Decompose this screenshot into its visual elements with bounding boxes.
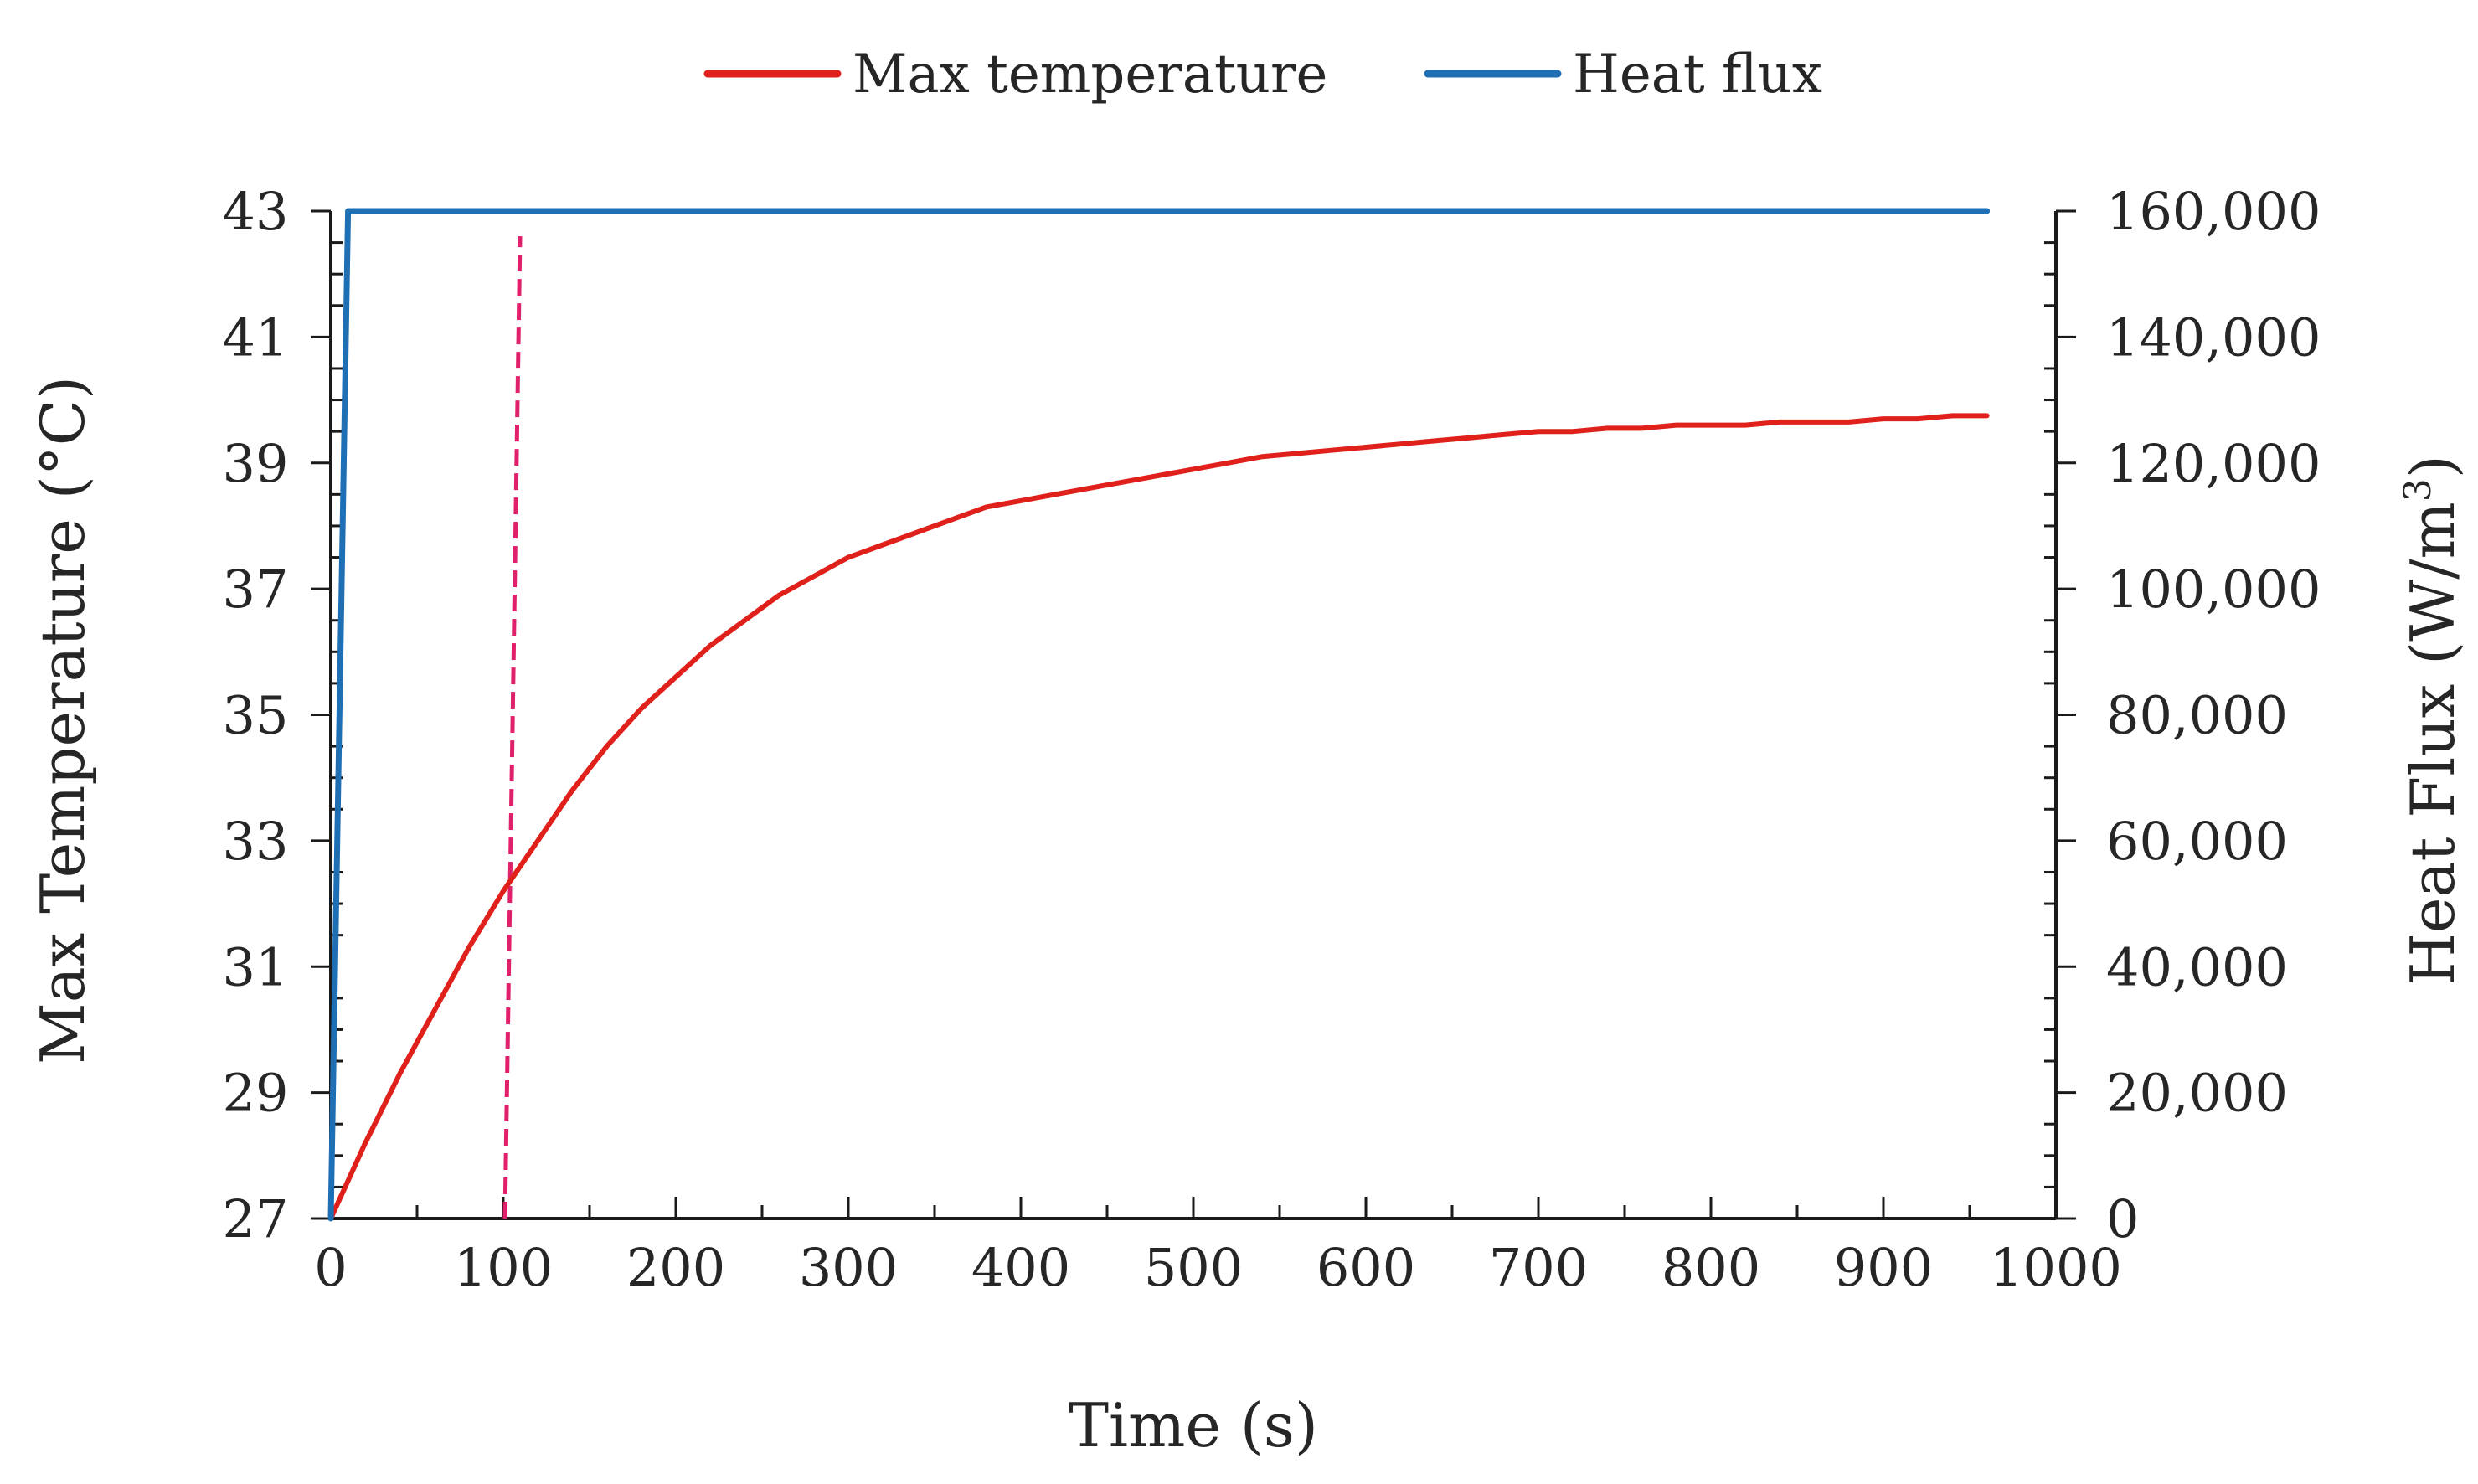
y-right-tick-label: 0 xyxy=(2106,1188,2139,1250)
y-left-tick-label: 43 xyxy=(223,181,289,242)
y-axis-right-title-end: ) xyxy=(2398,455,2468,478)
x-tick-label: 900 xyxy=(1834,1237,1933,1298)
x-tick-label: 300 xyxy=(799,1237,898,1298)
y-axis-left-title: Max Temperature (°C) xyxy=(28,376,98,1064)
annotation-vline xyxy=(502,236,523,1219)
x-tick-label: 800 xyxy=(1661,1237,1760,1298)
x-tick-label: 500 xyxy=(1144,1237,1243,1298)
x-tick-label: 0 xyxy=(314,1237,347,1298)
y-right-tick-label: 160,000 xyxy=(2106,181,2321,242)
y-left-tick-label: 31 xyxy=(223,936,289,997)
y-left-tick-label: 35 xyxy=(223,685,289,746)
legend-label-heat-flux: Heat flux xyxy=(1573,44,1822,106)
legend-label-max-temperature: Max temperature xyxy=(853,44,1327,106)
x-tick-label: 400 xyxy=(971,1237,1070,1298)
legend: Max temperature Heat flux xyxy=(703,44,1822,106)
y-right-tick-label: 20,000 xyxy=(2106,1063,2288,1124)
y-left-tick-label: 27 xyxy=(223,1188,289,1250)
y-right-tick-label: 140,000 xyxy=(2106,307,2321,368)
y-axis-right-title: Heat Flux (W/m3) xyxy=(2397,455,2468,986)
y-right-tick-label: 60,000 xyxy=(2106,811,2288,872)
y-left-tick-label: 39 xyxy=(223,433,289,494)
y-right-tick-label: 100,000 xyxy=(2106,559,2321,620)
x-tick-label: 200 xyxy=(626,1237,725,1298)
x-tick-label: 100 xyxy=(454,1237,553,1298)
x-axis-title: Time (s) xyxy=(1069,1390,1318,1461)
y-left-tick-label: 37 xyxy=(223,559,289,620)
series-line-heat-flux xyxy=(327,208,1991,1222)
x-tick-label: 600 xyxy=(1316,1237,1415,1298)
x-tick-label: 700 xyxy=(1489,1237,1588,1298)
y-left-tick-label: 41 xyxy=(223,307,289,368)
y-axis-right-title-base: Heat Flux (W/m xyxy=(2398,502,2468,986)
y-left-tick-label: 29 xyxy=(223,1063,289,1124)
ticks xyxy=(311,209,2076,1220)
y-right-tick-label: 40,000 xyxy=(2106,936,2288,997)
y-axis-right-title-superscript: 3 xyxy=(2397,478,2439,502)
y-right-tick-label: 120,000 xyxy=(2106,433,2321,494)
series-line-max-temperature xyxy=(328,413,1990,1221)
axes xyxy=(329,211,2058,1220)
y-right-tick-label: 80,000 xyxy=(2106,685,2288,746)
x-tick-label: 1000 xyxy=(1990,1237,2122,1298)
series xyxy=(327,208,1991,1222)
y-left-tick-label: 33 xyxy=(223,811,289,872)
tick-labels: 0 100 200 300 400 500 600 700 800 900 1000 27 29 31 33… xyxy=(223,181,2321,1298)
